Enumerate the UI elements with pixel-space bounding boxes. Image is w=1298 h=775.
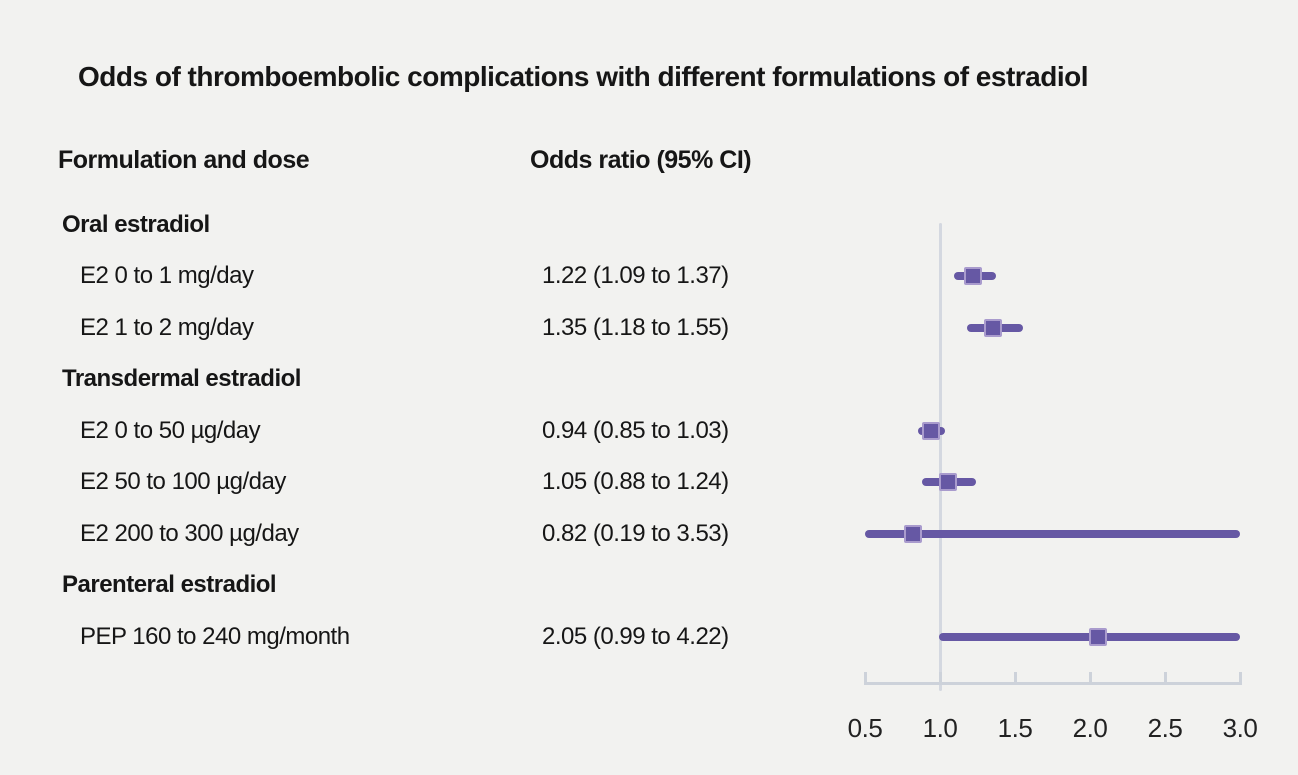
x-axis-line bbox=[864, 682, 1242, 685]
row-label: PEP 160 to 240 mg/month bbox=[80, 622, 350, 650]
axis-tick-label: 1.0 bbox=[922, 713, 958, 743]
row-odds-ratio: 1.35 (1.18 to 1.55) bbox=[542, 313, 729, 341]
group-label: Oral estradiol bbox=[62, 210, 210, 238]
axis-tick-label: 2.5 bbox=[1147, 713, 1183, 743]
row-label: E2 1 to 2 mg/day bbox=[80, 313, 254, 341]
row-odds-ratio: 0.94 (0.85 to 1.03) bbox=[542, 416, 729, 444]
axis-tick bbox=[1238, 672, 1242, 682]
or-marker bbox=[922, 421, 940, 440]
or-marker bbox=[964, 267, 982, 285]
axis-tick-label: 3.0 bbox=[1222, 713, 1258, 743]
axis-tick bbox=[1163, 672, 1167, 682]
axis-tick-label: 0.5 bbox=[847, 713, 883, 743]
row-odds-ratio: 2.05 (0.99 to 4.22) bbox=[542, 622, 729, 650]
column-header-odds-ratio: Odds ratio (95% CI) bbox=[530, 146, 752, 174]
axis-tick bbox=[863, 672, 867, 682]
column-header-formulation: Formulation and dose bbox=[58, 146, 310, 174]
or-marker bbox=[904, 524, 922, 543]
ci-line bbox=[865, 529, 1240, 538]
group-label: Transdermal estradiol bbox=[62, 365, 301, 392]
figure-title: Odds of thromboembolic complications wit… bbox=[78, 61, 1089, 92]
row-label: E2 0 to 1 mg/day bbox=[80, 262, 254, 289]
or-marker bbox=[983, 318, 1002, 337]
reference-line bbox=[938, 223, 942, 691]
or-marker bbox=[938, 473, 957, 491]
axis-tick bbox=[1088, 672, 1092, 682]
row-odds-ratio: 1.22 (1.09 to 1.37) bbox=[542, 262, 729, 289]
axis-tick bbox=[1013, 672, 1017, 682]
row-odds-ratio: 1.05 (0.88 to 1.24) bbox=[542, 468, 729, 495]
or-marker bbox=[1088, 627, 1107, 646]
row-label: E2 50 to 100 µg/day bbox=[80, 468, 286, 495]
axis-tick-label: 1.5 bbox=[997, 713, 1033, 743]
row-odds-ratio: 0.82 (0.19 to 3.53) bbox=[542, 519, 729, 547]
group-label: Parenteral estradiol bbox=[62, 571, 277, 598]
row-label: E2 200 to 300 µg/day bbox=[80, 519, 299, 547]
axis-tick bbox=[938, 672, 942, 682]
axis-tick-label: 2.0 bbox=[1072, 713, 1108, 743]
row-label: E2 0 to 50 µg/day bbox=[80, 416, 261, 444]
